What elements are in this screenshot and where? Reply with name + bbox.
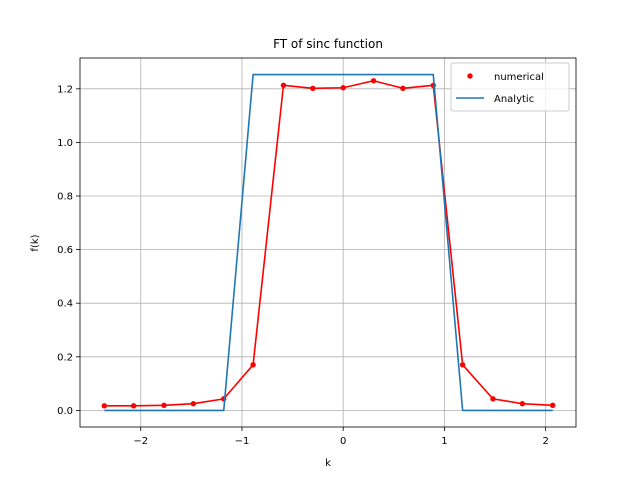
y-tick-label: 1.2 xyxy=(57,84,73,95)
data-point-numerical xyxy=(550,402,556,408)
y-tick-label: 0.8 xyxy=(57,192,73,203)
y-axis-title: f(k) xyxy=(30,234,41,251)
data-point-numerical xyxy=(310,85,316,91)
data-point-numerical xyxy=(340,85,346,91)
data-point-numerical xyxy=(519,400,526,407)
data-point-numerical xyxy=(280,82,287,89)
series-layer xyxy=(101,73,556,412)
legend-label-numerical: numerical xyxy=(494,72,544,83)
x-tick-label: −1 xyxy=(235,436,250,447)
data-point-numerical xyxy=(400,85,406,91)
x-tick-label: 2 xyxy=(542,436,548,447)
y-tick-label: 0.6 xyxy=(57,245,73,256)
data-point-numerical xyxy=(130,403,137,409)
data-point-numerical xyxy=(161,402,167,408)
x-tick-label: −2 xyxy=(133,436,148,447)
series-line-analytic xyxy=(104,73,553,412)
y-tick-label: 0.2 xyxy=(57,352,73,363)
series-line-numerical xyxy=(104,79,553,407)
axes-frame xyxy=(79,57,577,428)
data-point-numerical xyxy=(459,362,466,368)
legend-marker-numerical xyxy=(467,73,473,79)
x-tick-label: 1 xyxy=(441,436,447,447)
data-point-numerical xyxy=(250,362,256,368)
axes-background xyxy=(80,58,576,427)
data-point-numerical xyxy=(370,78,377,84)
data-point-numerical xyxy=(190,400,197,407)
data-point-numerical xyxy=(101,403,107,409)
legend-label-analytic: Analytic xyxy=(494,94,534,105)
grid xyxy=(80,58,576,427)
legend: numerical Analytic xyxy=(450,62,570,112)
chart-title: FT of sinc function xyxy=(273,37,383,51)
x-tick-label: 0 xyxy=(340,436,346,447)
ticks: −2 −1 0 1 2 0.0 0.2 0.4 0.6 0.8 1.0 1.2 xyxy=(57,84,549,447)
y-tick-label: 0.0 xyxy=(57,406,73,417)
y-tick-label: 1.0 xyxy=(57,138,73,149)
data-point-numerical xyxy=(490,396,496,402)
plot-area: −2 −1 0 1 2 0.0 0.2 0.4 0.6 0.8 1.0 1.2 xyxy=(57,57,577,447)
y-tick-label: 0.4 xyxy=(57,299,73,310)
x-axis-title: k xyxy=(325,458,331,469)
legend-box xyxy=(450,62,570,112)
